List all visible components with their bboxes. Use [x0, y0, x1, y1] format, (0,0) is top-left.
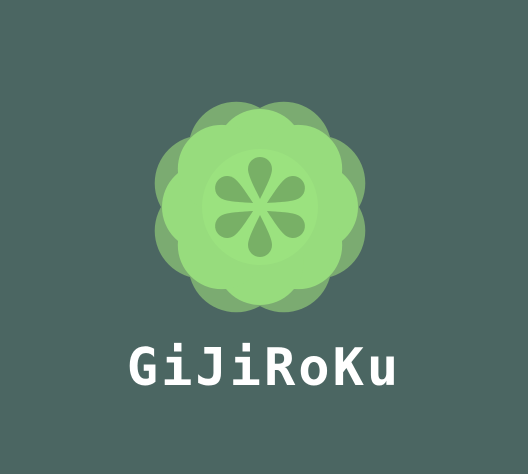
flower-logo-icon: [146, 96, 374, 318]
app-name: GiJiRoKu: [126, 338, 402, 398]
